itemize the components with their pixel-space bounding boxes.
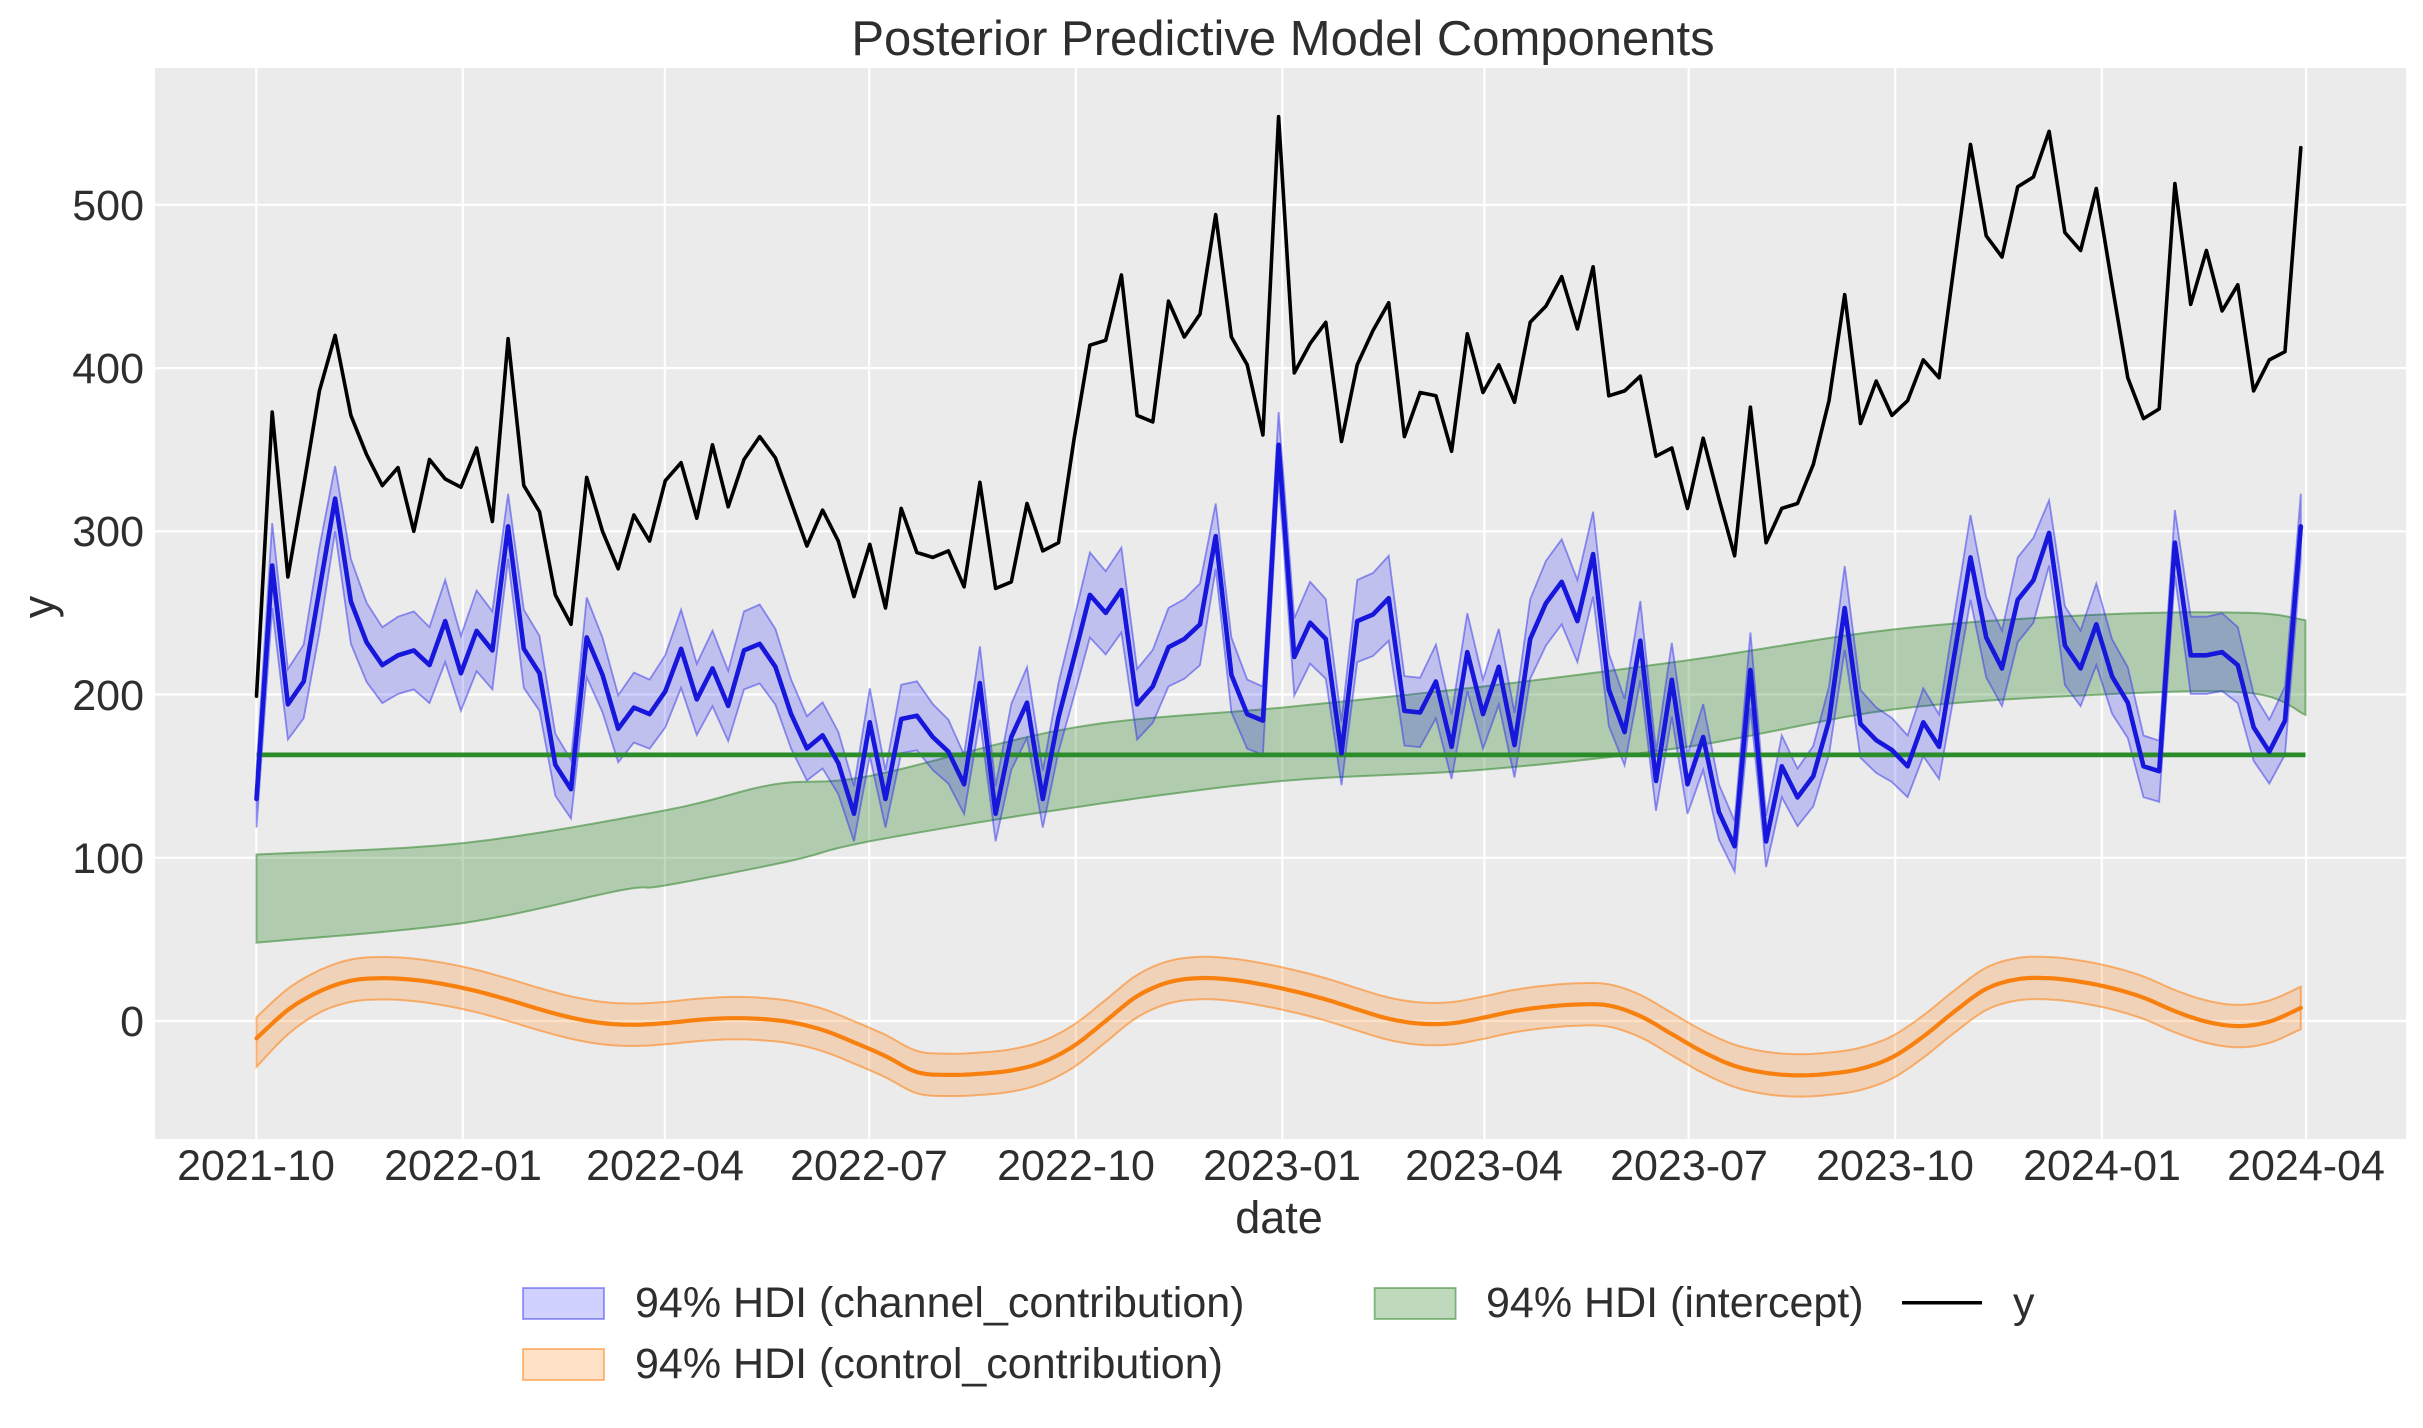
svg-text:y: y [2013,1279,2035,1327]
svg-text:94% HDI (channel_contribution): 94% HDI (channel_contribution) [635,1279,1245,1327]
svg-text:500: 500 [72,182,144,230]
svg-text:2022-04: 2022-04 [586,1142,744,1190]
svg-text:2021-10: 2021-10 [177,1142,335,1190]
svg-text:200: 200 [72,672,144,720]
svg-text:94% HDI (intercept): 94% HDI (intercept) [1486,1279,1864,1327]
svg-text:2023-04: 2023-04 [1405,1142,1563,1190]
svg-text:2023-01: 2023-01 [1203,1142,1361,1190]
svg-text:2023-07: 2023-07 [1610,1142,1768,1190]
svg-text:2024-04: 2024-04 [2227,1142,2385,1190]
svg-text:y: y [13,595,64,618]
svg-text:0: 0 [120,998,144,1046]
svg-text:2023-10: 2023-10 [1816,1142,1974,1190]
svg-text:100: 100 [72,835,144,883]
svg-text:2024-01: 2024-01 [2023,1142,2181,1190]
svg-text:94% HDI (control_contribution): 94% HDI (control_contribution) [635,1340,1223,1388]
svg-text:Posterior Predictive Model Com: Posterior Predictive Model Components [851,12,1714,66]
svg-text:2022-01: 2022-01 [384,1142,542,1190]
svg-text:2022-10: 2022-10 [997,1142,1155,1190]
svg-text:300: 300 [72,508,144,556]
svg-text:date: date [1235,1192,1323,1243]
svg-text:2022-07: 2022-07 [790,1142,948,1190]
svg-text:400: 400 [72,345,144,393]
